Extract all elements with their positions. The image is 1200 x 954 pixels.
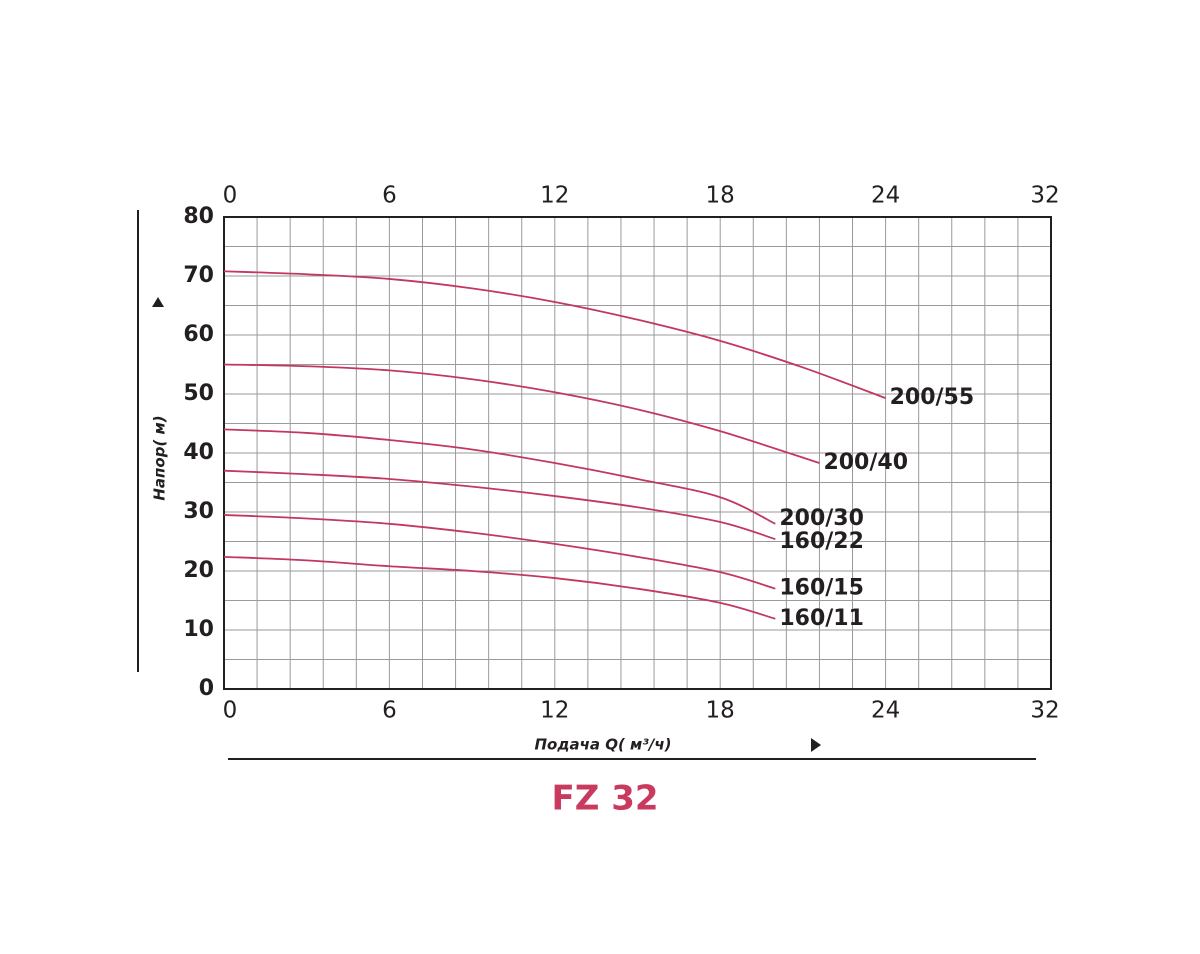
x-axis-title: Подача Q( м³/ч) bbox=[534, 736, 671, 754]
series-label: 200/40 bbox=[823, 450, 908, 475]
y-tick-label: 20 bbox=[183, 558, 214, 583]
y-tick-label: 60 bbox=[183, 322, 214, 347]
curve bbox=[223, 270, 886, 399]
y-tick-label: 50 bbox=[183, 381, 214, 406]
x-tick-label: 18 bbox=[706, 698, 735, 724]
x-tick-label: 6 bbox=[382, 698, 397, 724]
y-tick-label: 80 bbox=[183, 204, 214, 229]
curve bbox=[223, 428, 776, 525]
x-tick-label: 12 bbox=[540, 698, 569, 724]
curve bbox=[223, 555, 776, 620]
x-tick-label: 0 bbox=[223, 183, 238, 209]
x-tick-label: 0 bbox=[223, 698, 238, 724]
curve bbox=[223, 514, 776, 590]
x-tick-label: 18 bbox=[706, 183, 735, 209]
x-tick-label: 32 bbox=[1030, 698, 1059, 724]
series-label: 200/30 bbox=[779, 506, 864, 531]
x-tick-label: 32 bbox=[1030, 183, 1059, 209]
x-tick-label: 24 bbox=[871, 698, 900, 724]
series-label: 160/15 bbox=[779, 576, 864, 601]
y-tick-label: 40 bbox=[183, 440, 214, 465]
y-tick-label: 70 bbox=[183, 263, 214, 288]
y-tick-label: 10 bbox=[183, 617, 214, 642]
series-label: 160/22 bbox=[779, 529, 864, 554]
x-arrow bbox=[811, 738, 821, 752]
curve bbox=[223, 469, 776, 540]
x-tick-label: 6 bbox=[382, 183, 397, 209]
y-arrow bbox=[152, 297, 164, 307]
chart-title: FZ 32 bbox=[551, 779, 658, 819]
series-label: 160/11 bbox=[779, 606, 864, 631]
curve bbox=[223, 363, 820, 464]
x-tick-label: 12 bbox=[540, 183, 569, 209]
y-tick-label: 0 bbox=[199, 676, 214, 701]
y-axis-title: Напор( м) bbox=[151, 415, 169, 500]
x-tick-label: 24 bbox=[871, 183, 900, 209]
series-label: 200/55 bbox=[890, 385, 975, 410]
y-tick-label: 30 bbox=[183, 499, 214, 524]
plot-frame bbox=[223, 216, 1052, 690]
